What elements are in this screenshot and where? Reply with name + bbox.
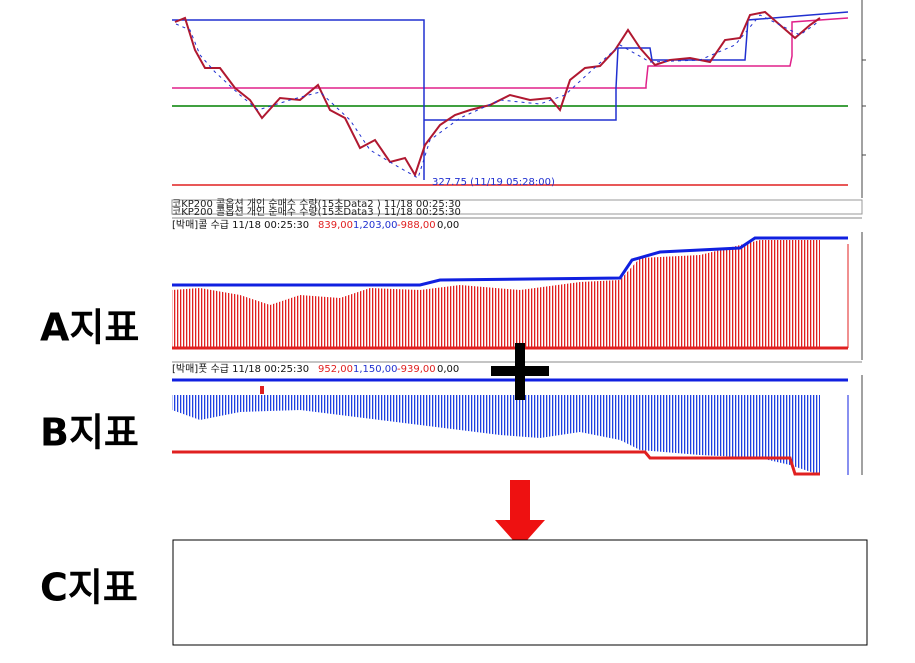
c-box [172, 539, 868, 646]
panel-b-value: 1,150,00 [353, 364, 398, 375]
price-chart: 327.75 (11/19 05:28:00) [172, 0, 866, 198]
label-a: A지표 [40, 306, 139, 350]
panel-a-title: [박매]콜 수급 11/18 00:25:30 [172, 219, 309, 231]
header-row: 코KP200 콜옵션 개인 순매수 수량(15초Data2 ) 11/18 00… [172, 198, 461, 210]
label-c: C지표 [40, 566, 138, 610]
header-box [171, 199, 863, 215]
header-row: 코KP200 콜옵션 개인 순매수 수량(15초Data3 ) 11/18 00… [172, 206, 461, 218]
panel-a-value: 1,203,00 [353, 220, 398, 231]
label-b: B지표 [40, 411, 139, 455]
panel-a-value: 839,00 [318, 220, 353, 231]
annotation: 327.75 (11/19 05:28:00) [432, 177, 555, 188]
panel-b-value: 0,00 [437, 364, 459, 375]
panel-b-chart [172, 375, 863, 476]
panel-a-value: -988,00 [397, 220, 436, 231]
panel-b-value: 952,00 [318, 364, 353, 375]
panel-b-value: -939,00 [397, 364, 436, 375]
panel-a-chart [172, 232, 863, 360]
arrow-down [495, 480, 545, 548]
panel-b-title: [박매]풋 수급 11/18 00:25:30 [172, 363, 309, 375]
plus-icon [491, 343, 549, 400]
panel-a-value: 0,00 [437, 220, 459, 231]
